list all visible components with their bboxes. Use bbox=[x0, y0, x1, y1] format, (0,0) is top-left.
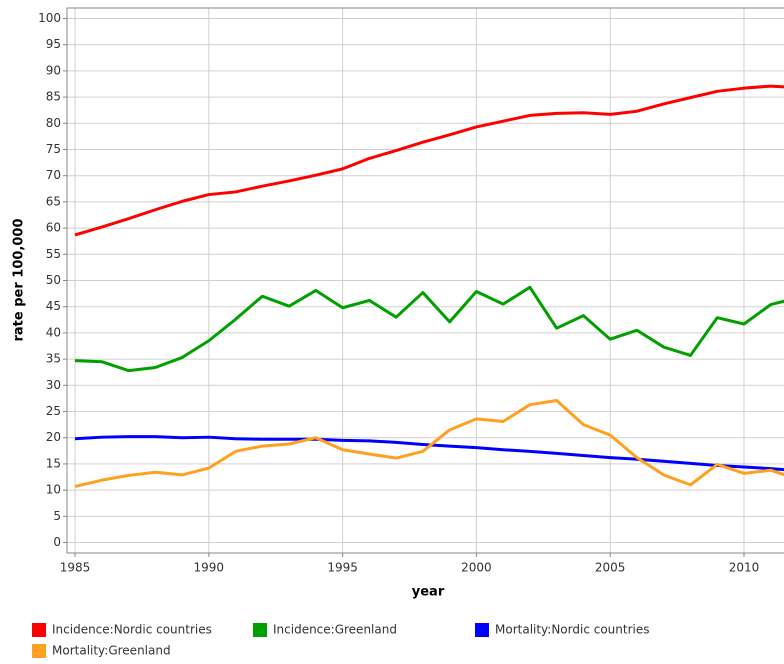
legend-swatch bbox=[475, 623, 489, 637]
y-tick-label: 70 bbox=[46, 168, 61, 182]
legend-swatch bbox=[253, 623, 267, 637]
legend-label: Mortality:Greenland bbox=[52, 644, 171, 658]
y-tick-label: 55 bbox=[46, 247, 61, 261]
y-tick-label: 75 bbox=[46, 142, 61, 156]
y-tick-label: 65 bbox=[46, 194, 61, 208]
y-tick-label: 80 bbox=[46, 116, 61, 130]
y-tick-label: 95 bbox=[46, 37, 61, 51]
y-axis-label: rate per 100,000 bbox=[12, 218, 27, 341]
y-tick-label: 40 bbox=[46, 325, 61, 339]
y-tick-label: 35 bbox=[46, 352, 61, 366]
series-line bbox=[74, 84, 784, 237]
series-line bbox=[74, 399, 784, 488]
x-tick-label: 1995 bbox=[327, 561, 358, 575]
legend-swatch bbox=[32, 644, 46, 658]
y-tick-label: 20 bbox=[46, 430, 61, 444]
y-tick-label: 10 bbox=[46, 483, 61, 497]
x-tick-label: 1990 bbox=[194, 561, 225, 575]
y-tick-label: 30 bbox=[46, 378, 61, 392]
series-line bbox=[74, 285, 784, 373]
x-axis-label: year bbox=[412, 585, 445, 600]
y-tick-label: 50 bbox=[46, 273, 61, 287]
x-tick-label: 2010 bbox=[729, 561, 760, 575]
x-tick-label: 2005 bbox=[595, 561, 626, 575]
y-tick-label: 0 bbox=[53, 535, 61, 549]
x-tick-label: 2000 bbox=[461, 561, 492, 575]
y-tick-label: 45 bbox=[46, 299, 61, 313]
y-tick-label: 85 bbox=[46, 90, 61, 104]
legend-label: Mortality:Nordic countries bbox=[495, 623, 650, 637]
series-line bbox=[74, 435, 784, 472]
y-tick-label: 100 bbox=[38, 11, 61, 25]
plot-frame bbox=[66, 7, 784, 554]
y-tick-label: 15 bbox=[46, 456, 61, 470]
legend-label: Incidence:Greenland bbox=[273, 623, 397, 637]
legend-swatch bbox=[32, 623, 46, 637]
legend-label: Incidence:Nordic countries bbox=[52, 623, 212, 637]
y-tick-label: 25 bbox=[46, 404, 61, 418]
y-tick-label: 5 bbox=[53, 509, 61, 523]
y-tick-label: 60 bbox=[46, 221, 61, 235]
y-tick-label: 90 bbox=[46, 63, 61, 77]
x-tick-label: 1985 bbox=[60, 561, 91, 575]
